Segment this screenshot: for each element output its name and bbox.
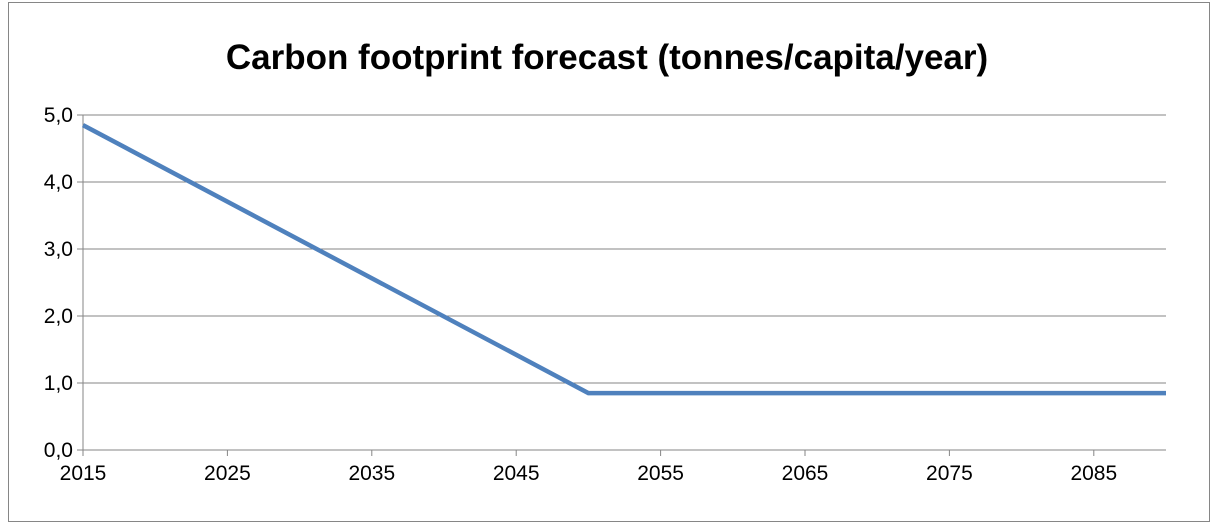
chart-frame: [8, 2, 1210, 522]
series-line: [81, 123, 1166, 396]
y-tick-label: 2,0: [44, 305, 73, 328]
x-tick-label: 2085: [1070, 462, 1117, 485]
y-tick-label: 3,0: [44, 238, 73, 261]
axes: [77, 114, 1166, 456]
x-tick-label: 2015: [60, 462, 107, 485]
gridlines: [83, 114, 1166, 384]
x-tick-label: 2025: [204, 462, 251, 485]
chart-title: Carbon footprint forecast (tonnes/capita…: [225, 38, 989, 77]
plot-area: 0,0 1,0 2,0 3,0 4,0 5,0 2015 2025 2035 2045 2055 20…: [44, 104, 1166, 485]
tick-labels: 0,0 1,0 2,0 3,0 4,0 5,0 2015 2025 2035 2045 2055 20…: [44, 104, 1117, 485]
y-tick-label: 0,0: [44, 439, 73, 462]
x-tick-label: 2075: [926, 462, 973, 485]
x-tick-label: 2035: [348, 462, 395, 485]
series-layer: [81, 123, 1166, 396]
y-tick-label: 5,0: [44, 104, 73, 127]
x-tick-label: 2065: [782, 462, 829, 485]
x-tick-label: 2055: [637, 462, 684, 485]
x-tick-label: 2045: [493, 462, 540, 485]
y-tick-label: 4,0: [44, 171, 73, 194]
y-tick-label: 1,0: [44, 372, 73, 395]
